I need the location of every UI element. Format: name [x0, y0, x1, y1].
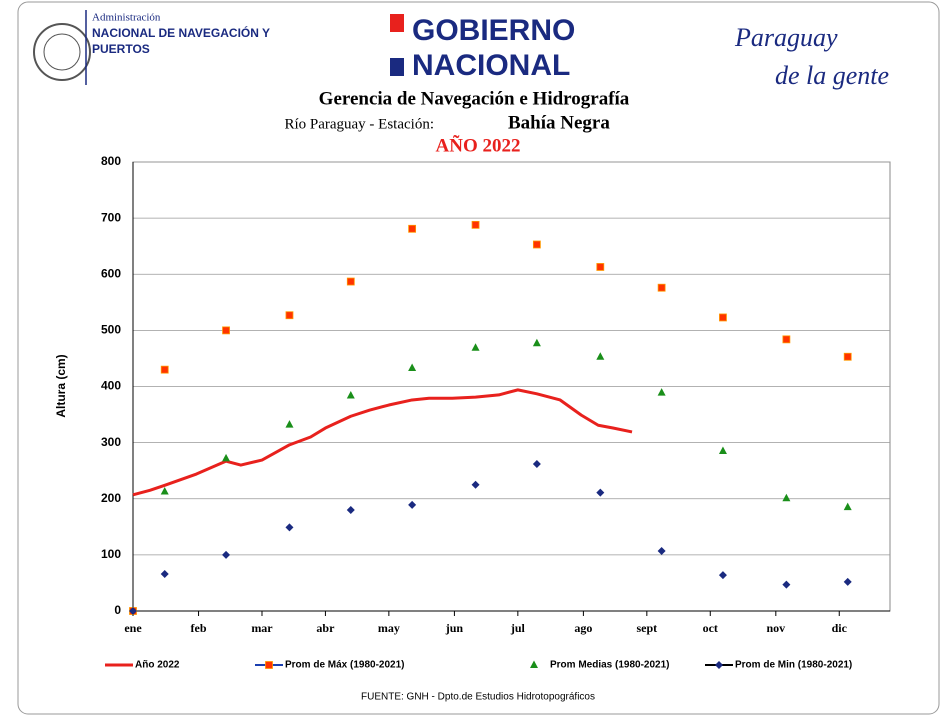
seal-inner: [43, 33, 81, 71]
triangle-marker: [471, 343, 480, 351]
source: FUENTE: GNH - Dpto.de Estudios Hidrotopo…: [361, 692, 595, 703]
diamond-marker: [782, 580, 791, 589]
triangle-marker: [346, 390, 355, 399]
x-tick-label: ago: [574, 621, 592, 635]
x-tick-label: dic: [832, 621, 848, 635]
x-tick-label: may: [378, 621, 400, 635]
diamond-marker: [471, 480, 480, 489]
y-tick-label: 400: [101, 379, 121, 393]
x-tick-label: nov: [766, 621, 785, 635]
x-tick-label: feb: [191, 621, 207, 635]
square-marker: [532, 240, 541, 249]
blue-block: [390, 58, 404, 76]
square-marker: [782, 335, 791, 344]
legend-label: Prom de Min (1980-2021): [735, 660, 852, 671]
diamond-marker: [222, 550, 231, 559]
x-tick-label: abr: [316, 621, 335, 635]
x-tick-label: oct: [703, 621, 718, 635]
agency-line: NACIONAL DE NAVEGACIÓN Y: [92, 25, 270, 40]
agency-line: Administración: [92, 12, 161, 24]
x-tick-label: sept: [636, 621, 657, 635]
slogan: Paraguay: [734, 23, 838, 52]
y-tick-label: 0: [114, 603, 121, 617]
x-tick-label: jun: [445, 621, 464, 635]
year-title: AÑO 2022: [436, 134, 521, 156]
y-tick-label: 200: [101, 491, 121, 505]
diamond-marker: [532, 459, 541, 468]
y-tick-label: 100: [101, 547, 121, 561]
subtitle: Río Paraguay - Estación:: [284, 116, 434, 132]
diamond-marker: [596, 488, 605, 497]
y-axis-label: Altura (cm): [54, 354, 68, 417]
square-marker: [222, 326, 230, 335]
diamond-marker: [285, 523, 294, 532]
triangle-marker: [596, 352, 605, 360]
diamond-marker: [160, 569, 169, 578]
square-marker: [160, 365, 169, 374]
square-marker: [408, 224, 417, 233]
y-tick-label: 700: [101, 210, 121, 224]
square-marker: [346, 277, 355, 286]
legend-label: Prom Medias (1980-2021): [550, 660, 670, 671]
triangle-marker: [657, 388, 666, 396]
x-tick-label: mar: [251, 621, 273, 635]
diamond-marker: [843, 577, 852, 586]
legend-marker: [715, 661, 723, 669]
triangle-marker: [222, 453, 231, 462]
legend-marker: [265, 661, 273, 669]
x-tick-label: jul: [510, 621, 526, 635]
triangle-marker: [718, 446, 727, 455]
agency-line: PUERTOS: [92, 42, 150, 56]
legend-marker: [530, 660, 538, 668]
y-tick-label: 300: [101, 435, 121, 449]
diamond-marker: [346, 505, 355, 514]
legend-label: Año 2022: [135, 660, 180, 671]
y-tick-label: 600: [101, 266, 121, 280]
legend-label: Prom de Máx (1980-2021): [285, 660, 405, 671]
triangle-marker: [532, 338, 541, 347]
station: Bahía Negra: [508, 112, 610, 133]
seal: [33, 23, 91, 81]
diamond-marker: [718, 571, 727, 580]
y-tick-label: 500: [101, 323, 121, 337]
square-marker: [657, 283, 666, 292]
diamond-marker: [408, 500, 417, 509]
slogan: de la gente: [775, 61, 889, 90]
chart-title: Gerencia de Navegación e Hidrografía: [319, 88, 630, 109]
square-marker: [285, 311, 294, 320]
square-marker: [719, 313, 727, 322]
square-marker: [471, 220, 480, 229]
triangle-marker: [843, 502, 852, 511]
triangle-marker: [285, 420, 294, 428]
triangle-marker: [408, 363, 417, 371]
y-tick-label: 800: [101, 154, 121, 168]
square-marker: [843, 352, 852, 361]
diamond-marker: [657, 546, 666, 555]
triangle-marker: [160, 486, 169, 495]
diamond-marker: [129, 607, 137, 615]
x-tick-label: ene: [124, 621, 142, 635]
gov-title: GOBIERNO: [412, 14, 575, 47]
gov-title: NACIONAL: [412, 49, 570, 82]
triangle-marker: [782, 493, 791, 502]
red-block: [390, 14, 404, 32]
square-marker: [596, 263, 605, 271]
